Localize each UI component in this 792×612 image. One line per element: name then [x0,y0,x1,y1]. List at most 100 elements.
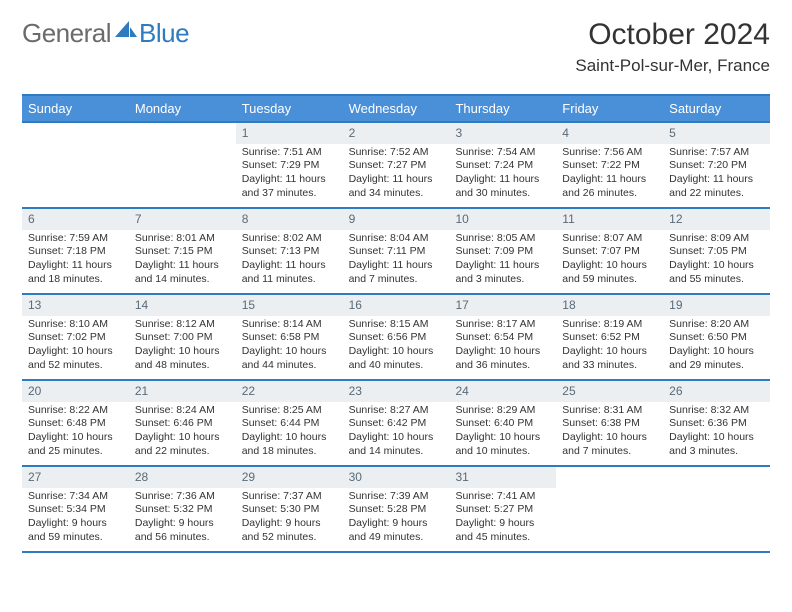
day-sunset: Sunset: 6:54 PM [455,331,550,345]
day-cell: 14Sunrise: 8:12 AMSunset: 7:00 PMDayligh… [129,295,236,379]
day-sunrise: Sunrise: 8:27 AM [349,404,444,418]
day-number: 11 [556,209,663,230]
day-text: Sunrise: 8:20 AMSunset: 6:50 PMDaylight:… [663,316,770,377]
day-sunrise: Sunrise: 8:22 AM [28,404,123,418]
day-day2: and 45 minutes. [455,531,550,545]
day-cell: 22Sunrise: 8:25 AMSunset: 6:44 PMDayligh… [236,381,343,465]
day-day2: and 55 minutes. [669,273,764,287]
day-day2: and 22 minutes. [669,187,764,201]
day-day2: and 14 minutes. [135,273,230,287]
day-cell: 17Sunrise: 8:17 AMSunset: 6:54 PMDayligh… [449,295,556,379]
day-cell: 12Sunrise: 8:09 AMSunset: 7:05 PMDayligh… [663,209,770,293]
day-day2: and 36 minutes. [455,359,550,373]
day-day1: Daylight: 11 hours [455,173,550,187]
day-day2: and 37 minutes. [242,187,337,201]
day-number: 17 [449,295,556,316]
day-sunrise: Sunrise: 7:34 AM [28,490,123,504]
day-text: Sunrise: 8:01 AMSunset: 7:15 PMDaylight:… [129,230,236,291]
day-day2: and 30 minutes. [455,187,550,201]
day-sunset: Sunset: 6:46 PM [135,417,230,431]
day-day1: Daylight: 11 hours [28,259,123,273]
day-number: 29 [236,467,343,488]
day-sunset: Sunset: 7:18 PM [28,245,123,259]
day-sunset: Sunset: 7:13 PM [242,245,337,259]
day-text: Sunrise: 8:10 AMSunset: 7:02 PMDaylight:… [22,316,129,377]
day-number: 21 [129,381,236,402]
day-number: 13 [22,295,129,316]
day-day1: Daylight: 10 hours [562,431,657,445]
day-cell [22,123,129,207]
day-sunset: Sunset: 7:09 PM [455,245,550,259]
day-day1: Daylight: 11 hours [242,259,337,273]
day-cell: 26Sunrise: 8:32 AMSunset: 6:36 PMDayligh… [663,381,770,465]
day-sunrise: Sunrise: 8:15 AM [349,318,444,332]
day-sunrise: Sunrise: 8:10 AM [28,318,123,332]
day-day1: Daylight: 11 hours [242,173,337,187]
day-day2: and 3 minutes. [455,273,550,287]
day-number: 24 [449,381,556,402]
day-sunrise: Sunrise: 8:04 AM [349,232,444,246]
day-day1: Daylight: 10 hours [349,431,444,445]
day-day1: Daylight: 10 hours [562,345,657,359]
week-row: 6Sunrise: 7:59 AMSunset: 7:18 PMDaylight… [22,209,770,295]
day-cell: 11Sunrise: 8:07 AMSunset: 7:07 PMDayligh… [556,209,663,293]
day-cell: 23Sunrise: 8:27 AMSunset: 6:42 PMDayligh… [343,381,450,465]
day-cell: 25Sunrise: 8:31 AMSunset: 6:38 PMDayligh… [556,381,663,465]
weekday-header: Friday [556,96,663,121]
day-number: 4 [556,123,663,144]
day-cell: 16Sunrise: 8:15 AMSunset: 6:56 PMDayligh… [343,295,450,379]
day-cell: 28Sunrise: 7:36 AMSunset: 5:32 PMDayligh… [129,467,236,551]
day-sunset: Sunset: 7:05 PM [669,245,764,259]
week-row: 1Sunrise: 7:51 AMSunset: 7:29 PMDaylight… [22,123,770,209]
day-day2: and 44 minutes. [242,359,337,373]
day-number: 1 [236,123,343,144]
day-day1: Daylight: 9 hours [135,517,230,531]
calendar: SundayMondayTuesdayWednesdayThursdayFrid… [22,94,770,553]
day-sunrise: Sunrise: 8:09 AM [669,232,764,246]
day-text: Sunrise: 7:34 AMSunset: 5:34 PMDaylight:… [22,488,129,549]
day-day2: and 11 minutes. [242,273,337,287]
day-cell: 13Sunrise: 8:10 AMSunset: 7:02 PMDayligh… [22,295,129,379]
day-cell: 15Sunrise: 8:14 AMSunset: 6:58 PMDayligh… [236,295,343,379]
day-day1: Daylight: 9 hours [28,517,123,531]
day-day1: Daylight: 10 hours [242,431,337,445]
location: Saint-Pol-sur-Mer, France [575,56,770,76]
day-day2: and 22 minutes. [135,445,230,459]
day-day2: and 3 minutes. [669,445,764,459]
day-text: Sunrise: 8:22 AMSunset: 6:48 PMDaylight:… [22,402,129,463]
day-day2: and 26 minutes. [562,187,657,201]
day-text: Sunrise: 8:07 AMSunset: 7:07 PMDaylight:… [556,230,663,291]
day-day2: and 25 minutes. [28,445,123,459]
day-day1: Daylight: 11 hours [135,259,230,273]
weeks-container: 1Sunrise: 7:51 AMSunset: 7:29 PMDaylight… [22,123,770,553]
day-text: Sunrise: 7:56 AMSunset: 7:22 PMDaylight:… [556,144,663,205]
day-sunrise: Sunrise: 7:56 AM [562,146,657,160]
day-day2: and 52 minutes. [28,359,123,373]
day-day2: and 59 minutes. [28,531,123,545]
week-row: 27Sunrise: 7:34 AMSunset: 5:34 PMDayligh… [22,467,770,553]
day-sunset: Sunset: 6:52 PM [562,331,657,345]
day-number: 5 [663,123,770,144]
day-sunrise: Sunrise: 8:14 AM [242,318,337,332]
weekday-header: Sunday [22,96,129,121]
day-number: 26 [663,381,770,402]
day-day1: Daylight: 9 hours [455,517,550,531]
day-text: Sunrise: 8:19 AMSunset: 6:52 PMDaylight:… [556,316,663,377]
weekday-header: Wednesday [343,96,450,121]
day-day2: and 33 minutes. [562,359,657,373]
logo: General Blue [22,18,189,49]
day-cell [663,467,770,551]
day-day1: Daylight: 10 hours [28,431,123,445]
day-cell: 10Sunrise: 8:05 AMSunset: 7:09 PMDayligh… [449,209,556,293]
day-sunset: Sunset: 7:20 PM [669,159,764,173]
day-text: Sunrise: 8:05 AMSunset: 7:09 PMDaylight:… [449,230,556,291]
day-sunset: Sunset: 5:27 PM [455,503,550,517]
day-cell: 1Sunrise: 7:51 AMSunset: 7:29 PMDaylight… [236,123,343,207]
day-cell: 9Sunrise: 8:04 AMSunset: 7:11 PMDaylight… [343,209,450,293]
day-number: 7 [129,209,236,230]
day-sunset: Sunset: 6:48 PM [28,417,123,431]
day-cell: 2Sunrise: 7:52 AMSunset: 7:27 PMDaylight… [343,123,450,207]
day-cell: 7Sunrise: 8:01 AMSunset: 7:15 PMDaylight… [129,209,236,293]
day-day1: Daylight: 10 hours [669,259,764,273]
day-text: Sunrise: 8:29 AMSunset: 6:40 PMDaylight:… [449,402,556,463]
